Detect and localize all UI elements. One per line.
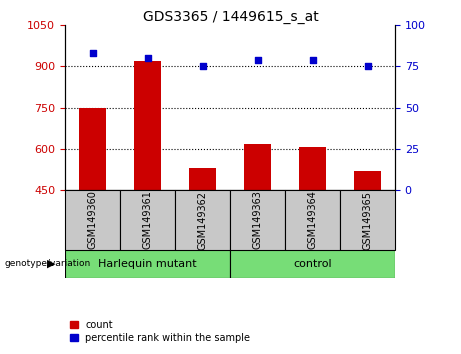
- Bar: [79, 108, 106, 190]
- Bar: [340, 190, 395, 250]
- Text: GSM149363: GSM149363: [253, 190, 262, 250]
- Text: genotype/variation: genotype/variation: [5, 259, 91, 268]
- Bar: [244, 144, 271, 190]
- Bar: [354, 171, 381, 190]
- Text: GSM149360: GSM149360: [88, 190, 97, 250]
- Point: [254, 57, 261, 63]
- Text: GSM149362: GSM149362: [197, 190, 207, 250]
- Text: GDS3365 / 1449615_s_at: GDS3365 / 1449615_s_at: [142, 10, 319, 24]
- Bar: [65, 190, 120, 250]
- Bar: [134, 61, 161, 190]
- Legend: count, percentile rank within the sample: count, percentile rank within the sample: [70, 320, 250, 343]
- Point: [89, 50, 96, 56]
- Text: GSM149364: GSM149364: [307, 190, 318, 250]
- Bar: [65, 250, 230, 278]
- Bar: [120, 190, 175, 250]
- Bar: [285, 190, 340, 250]
- Bar: [299, 147, 326, 190]
- Text: GSM149361: GSM149361: [142, 190, 153, 250]
- Point: [364, 63, 371, 69]
- Text: Harlequin mutant: Harlequin mutant: [98, 259, 197, 269]
- Bar: [230, 190, 285, 250]
- Point: [199, 63, 206, 69]
- Bar: [189, 168, 216, 190]
- Text: control: control: [293, 259, 332, 269]
- Text: ▶: ▶: [47, 259, 56, 269]
- Bar: [230, 250, 395, 278]
- Point: [309, 57, 316, 63]
- Point: [144, 55, 151, 61]
- Bar: [175, 190, 230, 250]
- Text: GSM149365: GSM149365: [362, 190, 372, 250]
